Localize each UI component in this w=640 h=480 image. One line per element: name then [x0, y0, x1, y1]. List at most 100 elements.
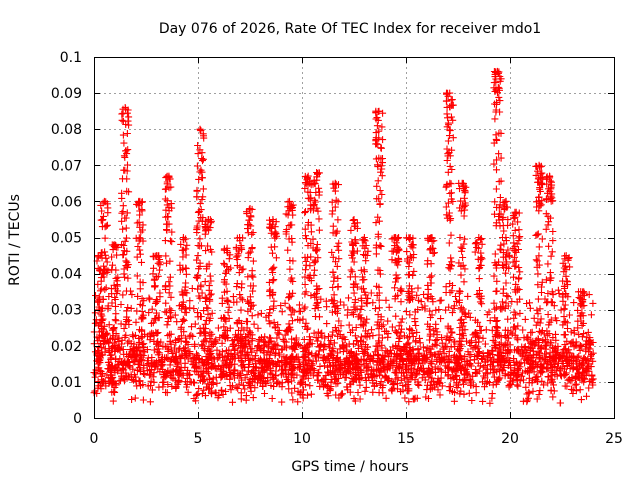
data-point [288, 274, 296, 282]
data-point [272, 254, 280, 262]
data-point [315, 226, 323, 234]
data-point [204, 216, 212, 223]
data-point [324, 392, 332, 400]
data-point [486, 399, 494, 407]
data-point [397, 285, 405, 293]
data-point [294, 364, 302, 371]
data-point [360, 234, 368, 241]
data-point [312, 313, 319, 320]
data-point [283, 327, 291, 334]
data-point [181, 353, 189, 361]
data-point [422, 393, 430, 401]
data-point [545, 330, 553, 338]
data-point [100, 197, 108, 205]
data-point [101, 286, 109, 293]
data-point [540, 381, 548, 389]
data-point [446, 152, 454, 160]
data-point [583, 392, 590, 400]
data-point [161, 283, 169, 291]
y-tick-label: 0.07 [51, 158, 82, 174]
data-point [446, 103, 454, 111]
data-point [324, 368, 332, 376]
data-point [586, 340, 594, 348]
data-point [275, 351, 283, 359]
data-point [150, 337, 158, 345]
data-point [361, 244, 369, 252]
data-point [136, 197, 144, 205]
data-point [128, 396, 136, 403]
data-point [388, 323, 396, 331]
data-point [270, 302, 278, 310]
data-point [159, 378, 167, 386]
data-point [256, 346, 264, 354]
data-point [378, 165, 386, 173]
data-point [549, 393, 557, 401]
data-point [286, 257, 294, 264]
data-point [206, 272, 214, 280]
data-point [534, 335, 542, 343]
data-point [515, 274, 523, 282]
data-point [219, 391, 227, 398]
data-point [450, 302, 458, 310]
data-point [118, 194, 126, 202]
data-point [562, 252, 570, 260]
data-point [442, 283, 450, 291]
data-point [537, 201, 545, 209]
data-point [347, 266, 355, 274]
data-point [300, 386, 307, 394]
data-point [172, 384, 180, 392]
data-point [182, 265, 190, 273]
data-point [497, 361, 505, 369]
data-point [207, 277, 215, 285]
data-point [448, 113, 455, 121]
data-point [542, 341, 550, 349]
data-point [535, 207, 543, 215]
data-point [496, 86, 503, 94]
data-point [392, 366, 399, 374]
data-point [406, 326, 414, 334]
data-point [526, 304, 534, 312]
data-point [513, 360, 521, 368]
data-point [370, 366, 378, 374]
data-point [168, 238, 176, 246]
data-point [150, 276, 158, 284]
data-point [403, 348, 410, 356]
data-point [451, 389, 459, 397]
data-point [542, 225, 550, 233]
data-point [562, 290, 570, 297]
data-point [126, 350, 134, 358]
data-point [172, 348, 180, 356]
data-point [108, 375, 116, 383]
data-point [578, 322, 586, 329]
data-point [266, 309, 274, 317]
data-point [423, 386, 431, 394]
data-point [153, 296, 160, 304]
data-point [166, 338, 174, 346]
data-point [331, 324, 339, 332]
data-point [546, 276, 554, 284]
data-point [104, 209, 112, 217]
data-point [413, 328, 421, 336]
data-point [560, 264, 568, 272]
data-point [254, 342, 262, 350]
data-point [301, 380, 309, 388]
data-point [285, 235, 293, 243]
data-point [112, 274, 120, 282]
data-point [404, 271, 412, 279]
data-point [375, 107, 383, 115]
data-point [559, 259, 567, 267]
data-point [167, 293, 175, 301]
data-point [109, 332, 117, 340]
data-point [375, 154, 383, 162]
data-point [221, 373, 229, 380]
data-point [269, 249, 276, 257]
data-point [427, 234, 435, 241]
data-point [356, 381, 364, 389]
data-point [283, 356, 291, 364]
data-point [316, 188, 323, 196]
data-point [179, 315, 187, 323]
data-point [382, 394, 390, 402]
data-point [493, 378, 501, 386]
data-point [509, 220, 517, 228]
data-point [202, 353, 210, 361]
